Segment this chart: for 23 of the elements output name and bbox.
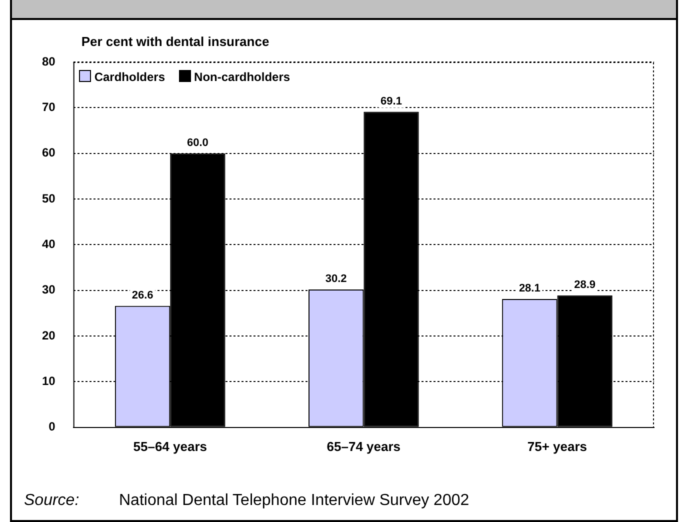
legend-label: Cardholders (93, 70, 166, 84)
y-tick-label: 50 (42, 191, 56, 206)
x-tick-label: 75+ years (527, 438, 588, 454)
chart-title: Per cent with dental insurance (81, 34, 270, 49)
text: 30.2 (325, 272, 347, 285)
y-tick-label: 0 (48, 420, 56, 434)
source-note: Source: (24, 492, 80, 510)
y-tick-label: 60 (42, 146, 56, 160)
text: 28.9 (574, 278, 596, 291)
legend-label: Non-cardholders (193, 70, 290, 84)
text: 60.0 (186, 136, 208, 149)
y-tick-label: 20 (42, 328, 56, 342)
y-tick-label: 30 (42, 282, 56, 297)
x-tick-label: 55–64 years (133, 438, 207, 454)
text: National Dental Telephone Interview Survey 2002 (119, 492, 470, 509)
text: 26.6 (132, 289, 154, 302)
text: 69.1 (380, 95, 402, 108)
y-tick-label: 40 (42, 237, 56, 252)
y-tick-label: 80 (42, 54, 56, 68)
y-tick-label: 70 (42, 100, 56, 114)
y-tick-label: 10 (42, 374, 56, 388)
text: 28.1 (518, 282, 540, 295)
x-tick-label: 65–74 years (326, 438, 401, 454)
